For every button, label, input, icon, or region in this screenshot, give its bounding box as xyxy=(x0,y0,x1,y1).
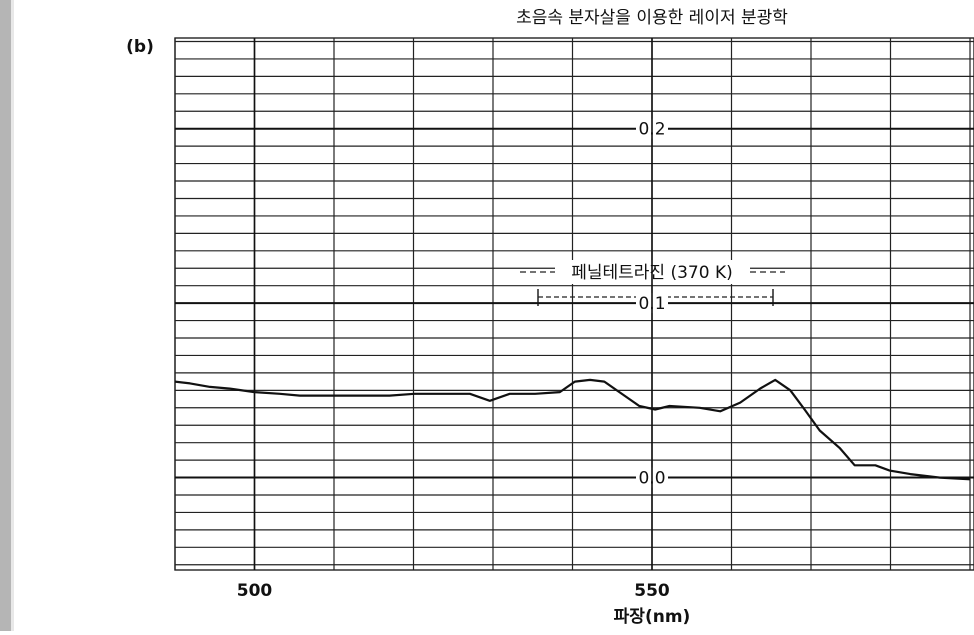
side-bar xyxy=(0,0,11,631)
side-bar-edge xyxy=(11,0,14,631)
x-tick-label: 500 xyxy=(237,581,273,601)
chart-title: 초음속 분자살을 이용한 레이저 분광학 xyxy=(516,8,788,28)
x-tick-label: 550 xyxy=(634,581,670,601)
x-axis-label: 파장(nm) xyxy=(614,607,691,627)
line-series xyxy=(174,378,971,481)
panel-label: (b) xyxy=(126,37,154,57)
